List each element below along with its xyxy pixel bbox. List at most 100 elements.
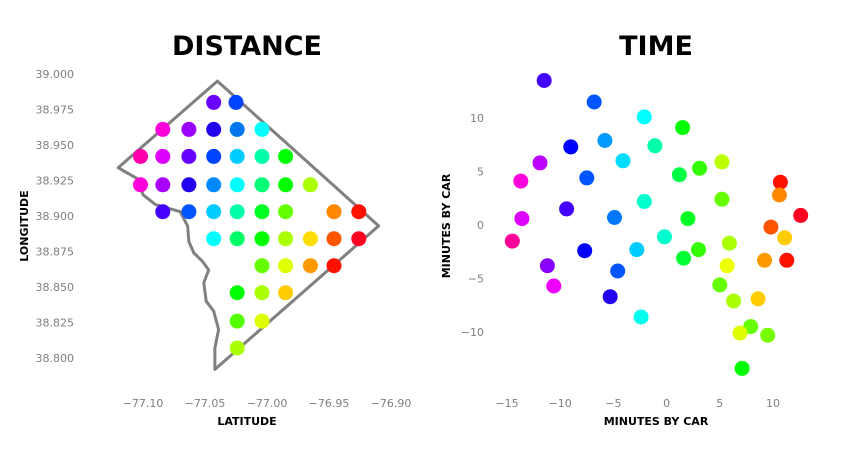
time-point bbox=[602, 289, 618, 305]
time-point bbox=[539, 258, 555, 274]
time-point bbox=[647, 138, 663, 154]
distance-point bbox=[302, 258, 318, 274]
time-x-tick: 5 bbox=[716, 397, 723, 410]
distance-point bbox=[278, 258, 294, 274]
time-point bbox=[675, 120, 691, 136]
time-title: TIME bbox=[619, 31, 693, 62]
time-point bbox=[546, 278, 562, 294]
time-y-tick: −10 bbox=[461, 326, 484, 339]
time-point bbox=[615, 153, 631, 169]
distance-point bbox=[229, 285, 245, 301]
distance-point bbox=[302, 231, 318, 247]
distance-point bbox=[228, 94, 244, 110]
time-point bbox=[750, 291, 766, 307]
time-y-axis-label: MINUTES BY CAR bbox=[440, 173, 453, 278]
distance-panel: DISTANCE 39.000 38.975 38.950 38.925 38.… bbox=[18, 31, 411, 428]
distance-point bbox=[326, 258, 342, 274]
time-point bbox=[692, 160, 708, 176]
distance-point bbox=[133, 177, 148, 193]
time-point bbox=[714, 154, 730, 170]
time-point bbox=[532, 155, 548, 171]
distance-point bbox=[206, 177, 222, 193]
distance-y-tick: 38.850 bbox=[36, 281, 75, 294]
distance-point bbox=[351, 231, 367, 247]
distance-y-tick: 39.000 bbox=[36, 68, 75, 81]
distance-point bbox=[155, 204, 171, 220]
distance-point bbox=[278, 231, 294, 247]
time-point bbox=[757, 252, 772, 268]
time-point bbox=[771, 187, 787, 203]
distance-point bbox=[254, 285, 270, 301]
distance-x-tick: −77.10 bbox=[123, 397, 164, 410]
distance-point bbox=[351, 204, 367, 220]
time-x-ticks: −15 −10 −5 0 5 10 bbox=[495, 397, 780, 410]
distance-point bbox=[278, 177, 294, 193]
distance-point bbox=[254, 231, 270, 247]
time-points bbox=[504, 73, 809, 376]
distance-point bbox=[254, 177, 270, 193]
time-point bbox=[586, 94, 602, 110]
time-point bbox=[714, 191, 730, 207]
distance-point bbox=[155, 148, 171, 164]
time-point bbox=[607, 210, 622, 225]
time-point bbox=[536, 73, 552, 88]
distance-point bbox=[302, 177, 318, 193]
distance-point bbox=[206, 204, 222, 220]
time-point bbox=[680, 211, 696, 227]
distance-point bbox=[181, 177, 197, 193]
distance-y-tick: 38.875 bbox=[36, 246, 75, 259]
time-y-tick: 5 bbox=[477, 166, 484, 179]
time-point bbox=[577, 243, 593, 259]
distance-point bbox=[206, 148, 222, 164]
time-point bbox=[597, 133, 613, 148]
distance-point bbox=[229, 177, 245, 193]
time-point bbox=[763, 219, 779, 235]
distance-point bbox=[181, 121, 197, 137]
distance-point bbox=[206, 231, 222, 247]
time-point bbox=[734, 360, 750, 376]
distance-x-tick: −77.05 bbox=[185, 397, 226, 410]
distance-point bbox=[254, 204, 270, 220]
distance-x-tick: −77.00 bbox=[247, 397, 288, 410]
time-y-tick: −5 bbox=[468, 273, 484, 286]
time-x-tick: −10 bbox=[549, 397, 572, 410]
distance-point bbox=[206, 94, 222, 110]
time-point bbox=[719, 258, 735, 274]
distance-y-tick: 38.975 bbox=[36, 104, 75, 117]
distance-point bbox=[254, 313, 270, 329]
time-x-tick: 10 bbox=[766, 397, 780, 410]
distance-point bbox=[326, 231, 342, 247]
time-x-tick: −5 bbox=[605, 397, 621, 410]
time-panel: TIME 10 5 0 −5 −10 −15 −10 −5 0 5 10 MIN… bbox=[440, 31, 809, 428]
time-y-tick: 10 bbox=[470, 112, 484, 125]
distance-x-axis-label: LATITUDE bbox=[217, 415, 276, 428]
time-point bbox=[779, 252, 795, 268]
time-y-tick: 0 bbox=[477, 219, 484, 232]
time-point bbox=[514, 211, 530, 227]
time-point bbox=[513, 173, 529, 189]
distance-x-tick: −76.95 bbox=[309, 397, 350, 410]
distance-point bbox=[133, 148, 148, 164]
time-point bbox=[559, 201, 575, 217]
distance-y-tick: 38.825 bbox=[36, 317, 75, 330]
distance-point bbox=[254, 148, 270, 164]
time-point bbox=[793, 207, 809, 223]
time-x-tick: 0 bbox=[663, 397, 670, 410]
distance-y-tick: 38.900 bbox=[36, 210, 75, 223]
distance-x-tick: −76.90 bbox=[371, 397, 412, 410]
time-point bbox=[726, 293, 742, 309]
distance-point bbox=[229, 204, 245, 220]
distance-point bbox=[229, 231, 245, 247]
distance-points bbox=[133, 94, 367, 356]
time-point bbox=[772, 174, 788, 190]
time-point bbox=[657, 229, 672, 245]
distance-y-tick: 38.950 bbox=[36, 139, 75, 152]
time-x-axis-label: MINUTES BY CAR bbox=[604, 415, 709, 428]
time-x-tick: −15 bbox=[495, 397, 518, 410]
distance-point bbox=[155, 177, 171, 193]
time-point bbox=[579, 170, 595, 186]
distance-point bbox=[229, 340, 245, 356]
distance-point bbox=[229, 121, 245, 137]
time-point bbox=[712, 277, 728, 293]
